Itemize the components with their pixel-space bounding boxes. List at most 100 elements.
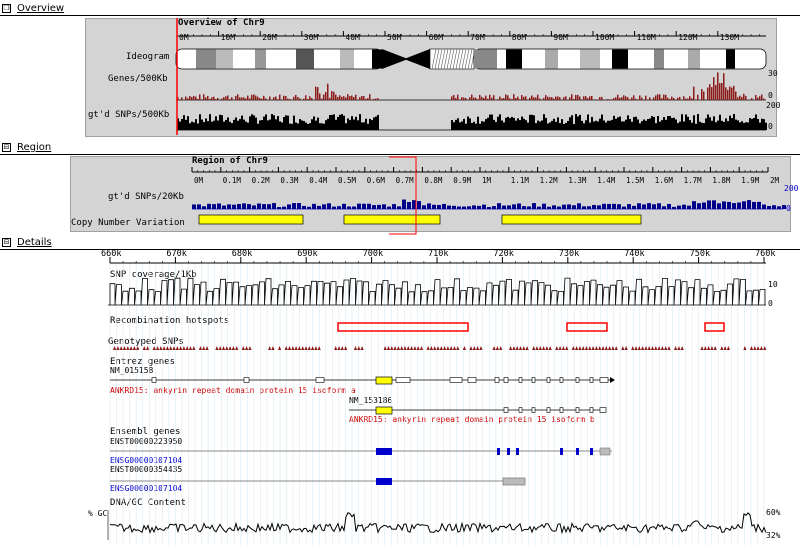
- snps-bar: [313, 116, 315, 130]
- snps-bar: [219, 114, 221, 130]
- genes-bar: [517, 96, 519, 100]
- snps-bar: [319, 123, 321, 130]
- genes-bar: [263, 95, 265, 100]
- cnv-segment[interactable]: [198, 214, 304, 225]
- gene1-accession[interactable]: NM_015158: [110, 366, 154, 375]
- genes-bar: [287, 98, 289, 100]
- snp-marker: [479, 346, 483, 350]
- genes-bar: [193, 95, 195, 100]
- ens2-transcript-id[interactable]: ENST00000354435: [110, 465, 183, 474]
- ens2-exon: [502, 477, 526, 486]
- snps-bar: [749, 118, 751, 130]
- snps-bar: [349, 120, 351, 130]
- snps-bar: [525, 120, 527, 130]
- snps-bar: [675, 119, 677, 130]
- snps-bar: [589, 122, 591, 130]
- hatch-line: [443, 48, 449, 70]
- gene2-exon: [546, 407, 551, 413]
- region-snps-scale-min: 0: [786, 204, 791, 213]
- gene2-accession[interactable]: NM_153186: [349, 396, 393, 405]
- gene1-model[interactable]: [110, 376, 615, 385]
- snp-marker: [307, 346, 311, 350]
- snp-marker: [611, 346, 615, 350]
- genes-bar: [707, 87, 709, 100]
- hotspot-box[interactable]: [566, 322, 608, 332]
- ens1-transcript-id[interactable]: ENST00000223950: [110, 437, 183, 446]
- details-ruler: 660k 670k 680k 690k 700k 710k 720k 730k 740k 750k…: [101, 249, 775, 264]
- region-snps-bar: [377, 204, 381, 209]
- hotspot-box[interactable]: [704, 322, 725, 332]
- ens2-gene-id[interactable]: ENSG00000107104: [110, 484, 183, 493]
- snps-bar: [757, 118, 759, 130]
- gene1-exon: [494, 377, 500, 383]
- genes-bar: [557, 96, 559, 100]
- collapse-toggle-icon[interactable]: ⊟: [2, 143, 11, 152]
- snp-marker: [660, 346, 664, 350]
- genes-bar: [725, 87, 727, 100]
- region-snps-bar: [782, 205, 786, 209]
- region-snps-bar: [722, 201, 726, 209]
- region-section-header[interactable]: ⊟ Region: [2, 142, 51, 154]
- ens1-gene-id[interactable]: ENSG00000107104: [110, 456, 183, 465]
- snp-marker: [726, 346, 730, 350]
- genes-bar: [757, 97, 759, 100]
- snps-bar: [629, 119, 631, 130]
- genes-bar: [551, 97, 553, 100]
- snps-bar: [703, 123, 705, 130]
- snp-marker: [598, 346, 602, 350]
- snps-bar: [509, 118, 511, 130]
- gene2-model[interactable]: [349, 406, 607, 415]
- genes-bar: [519, 99, 521, 100]
- snp-marker: [509, 346, 513, 350]
- details-label[interactable]: Details: [17, 237, 52, 248]
- snps-bar: [467, 116, 469, 130]
- snp-marker: [136, 346, 140, 350]
- ideogram-band: [522, 49, 545, 69]
- snp-marker: [390, 346, 394, 350]
- region-snps-bar: [457, 206, 461, 209]
- cnv-segment[interactable]: [343, 214, 441, 225]
- ens1-exon: [590, 448, 593, 455]
- snps-bar: [731, 118, 733, 130]
- region-selection-bracket[interactable]: [389, 156, 417, 235]
- ens1-model[interactable]: [110, 447, 612, 456]
- collapse-toggle-icon[interactable]: ⊟: [2, 238, 11, 247]
- genes-bar: [547, 96, 549, 100]
- overview-section-header[interactable]: ❐ Overview: [2, 3, 64, 15]
- recombination-hotspots: [337, 322, 725, 332]
- chromosome-ideogram[interactable]: [175, 48, 767, 70]
- genes-bar: [477, 99, 479, 100]
- ens2-model[interactable]: [110, 477, 526, 486]
- snp-marker: [588, 346, 592, 350]
- snps-bar: [709, 117, 711, 130]
- snps-bar: [199, 114, 201, 130]
- snp-marker: [446, 346, 450, 350]
- genes-bar: [251, 94, 253, 100]
- region-snps-bar: [467, 206, 471, 209]
- snp-marker: [165, 346, 169, 350]
- snp-marker: [419, 346, 424, 350]
- snp-marker: [753, 346, 757, 350]
- snp-marker: [518, 346, 523, 350]
- snp-marker: [334, 346, 338, 350]
- snps-bar: [451, 120, 453, 130]
- snps-bar: [373, 117, 375, 130]
- genes-bar: [325, 92, 327, 100]
- genes-bar: [475, 97, 477, 100]
- hotspot-box[interactable]: [337, 322, 469, 332]
- snp-marker: [337, 346, 341, 350]
- overview-ruler: 0M 10M 20M 30M 40M 50M 60M 70M 80M 90M 100M 110M 120…: [176, 31, 766, 42]
- gene2-description[interactable]: ANKRD15: ankyrin repeat domain protein 1…: [349, 415, 595, 424]
- snp-marker: [182, 346, 186, 350]
- snps-bar: [743, 122, 745, 130]
- gene1-description[interactable]: ANKRD15: ankyrin repeat domain protein 1…: [110, 386, 356, 395]
- genes-bar: [481, 96, 483, 100]
- details-section-header[interactable]: ⊟ Details: [2, 237, 52, 249]
- cnv-segment[interactable]: [501, 214, 642, 225]
- region-label[interactable]: Region: [17, 142, 52, 153]
- snps-bar: [695, 123, 697, 130]
- collapse-toggle-icon[interactable]: ❐: [2, 4, 11, 13]
- overview-label[interactable]: Overview: [17, 3, 65, 14]
- genes-bar: [617, 94, 619, 100]
- region-snps-bar: [672, 206, 676, 209]
